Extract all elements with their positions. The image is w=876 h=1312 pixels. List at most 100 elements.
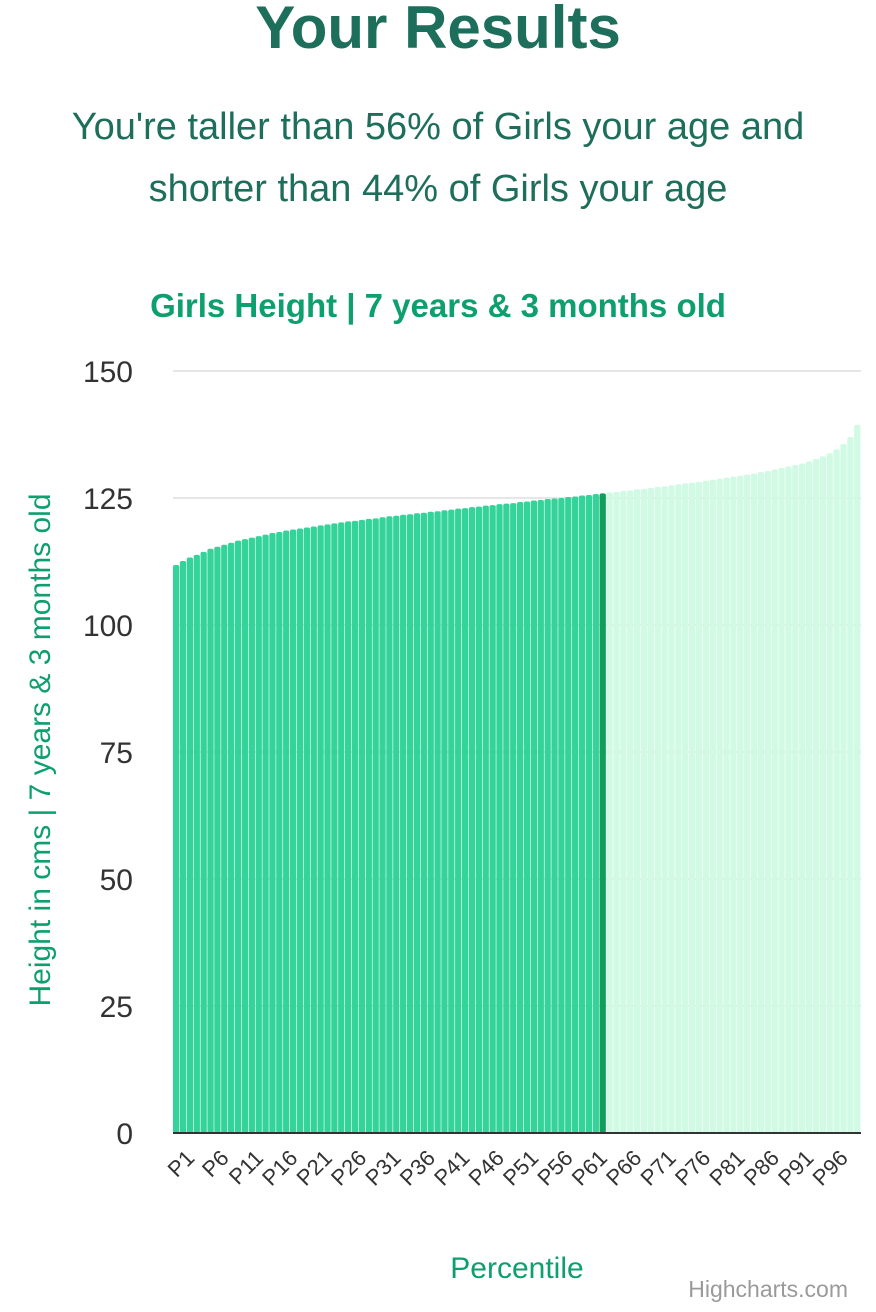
bar-p41[interactable] <box>448 509 455 1133</box>
bar-p36[interactable] <box>413 513 421 1133</box>
bar-p91[interactable] <box>792 464 799 1133</box>
bar-p64[interactable] <box>606 492 613 1133</box>
bar-p75[interactable] <box>682 483 689 1133</box>
bar-p11[interactable] <box>241 539 249 1133</box>
bar-p19[interactable] <box>296 528 304 1133</box>
bar-p32[interactable] <box>386 516 393 1133</box>
bar-p80[interactable] <box>716 478 723 1133</box>
bar-p89[interactable] <box>778 468 785 1133</box>
bar-p28[interactable] <box>358 519 366 1133</box>
bar-p29[interactable] <box>365 518 372 1133</box>
bar-p7[interactable] <box>214 546 221 1133</box>
bar-p13[interactable] <box>255 536 262 1133</box>
bar-p59[interactable] <box>572 496 579 1133</box>
bar-p20[interactable] <box>303 527 310 1133</box>
bar-p61[interactable] <box>585 494 593 1133</box>
bar-p98[interactable] <box>840 444 847 1133</box>
bar-p31[interactable] <box>379 517 386 1133</box>
bar-p49[interactable] <box>503 503 510 1134</box>
bar-p18[interactable] <box>289 529 297 1134</box>
bar-p38[interactable] <box>427 511 434 1134</box>
bar-p3[interactable] <box>186 557 194 1133</box>
bar-p21[interactable] <box>310 526 317 1133</box>
bar-p95[interactable] <box>819 456 826 1134</box>
bar-p46[interactable] <box>482 505 489 1133</box>
bar-p45[interactable] <box>475 506 482 1133</box>
bar-p94[interactable] <box>812 458 820 1133</box>
bar-p1[interactable] <box>173 565 180 1133</box>
bar-p24[interactable] <box>331 523 338 1133</box>
bar-p27[interactable] <box>351 520 359 1133</box>
bar-p66[interactable] <box>620 490 627 1133</box>
bar-p65[interactable] <box>613 491 620 1133</box>
bar-p74[interactable] <box>675 484 682 1133</box>
bar-p42[interactable] <box>455 508 462 1133</box>
bar-p69[interactable] <box>640 488 648 1133</box>
bar-p68[interactable] <box>633 489 641 1133</box>
bar-p6[interactable] <box>207 548 214 1133</box>
bar-p62[interactable] <box>592 493 599 1133</box>
bar-p60[interactable] <box>578 495 586 1133</box>
bar-p56[interactable] <box>551 498 558 1133</box>
bar-p47[interactable] <box>489 505 496 1133</box>
bar-p76[interactable] <box>689 482 696 1133</box>
bar-p81[interactable] <box>723 477 730 1133</box>
bar-p55[interactable] <box>544 499 551 1133</box>
bar-p79[interactable] <box>709 479 716 1133</box>
bar-p54[interactable] <box>537 500 544 1133</box>
bar-p70[interactable] <box>647 487 654 1134</box>
chart-credit[interactable]: Highcharts.com <box>688 1276 848 1302</box>
bar-p82[interactable] <box>730 476 737 1133</box>
bar-p88[interactable] <box>771 469 778 1133</box>
bar-p35[interactable] <box>406 514 414 1133</box>
bar-p90[interactable] <box>785 466 792 1134</box>
bar-p23[interactable] <box>324 524 331 1133</box>
bar-p8[interactable] <box>221 544 228 1133</box>
bar-p14[interactable] <box>262 534 269 1133</box>
bar-p53[interactable] <box>530 500 538 1133</box>
bar-p63[interactable] <box>599 493 606 1133</box>
bar-p30[interactable] <box>372 518 379 1133</box>
bar-p2[interactable] <box>179 560 187 1133</box>
bar-p34[interactable] <box>400 514 407 1133</box>
bar-p39[interactable] <box>434 511 441 1133</box>
bar-p93[interactable] <box>805 461 813 1133</box>
bar-p57[interactable] <box>558 498 565 1133</box>
bar-p86[interactable] <box>757 472 765 1134</box>
bar-p83[interactable] <box>737 475 744 1133</box>
bar-p78[interactable] <box>702 480 710 1133</box>
bar-p71[interactable] <box>654 486 661 1133</box>
bar-p67[interactable] <box>627 490 634 1133</box>
bar-p92[interactable] <box>799 463 806 1133</box>
bar-p52[interactable] <box>523 501 531 1133</box>
bar-p40[interactable] <box>441 510 448 1133</box>
bar-p97[interactable] <box>833 449 840 1133</box>
bar-p50[interactable] <box>510 503 517 1133</box>
bar-p4[interactable] <box>193 554 200 1133</box>
bar-p10[interactable] <box>234 540 242 1133</box>
bar-p16[interactable] <box>276 532 283 1133</box>
bar-p77[interactable] <box>695 481 703 1133</box>
bar-p17[interactable] <box>283 530 290 1133</box>
bar-p5[interactable] <box>200 551 207 1133</box>
bar-p72[interactable] <box>661 486 668 1133</box>
bar-p84[interactable] <box>744 474 751 1133</box>
bar-p51[interactable] <box>517 502 524 1133</box>
bar-p87[interactable] <box>764 471 771 1133</box>
bar-p12[interactable] <box>248 537 255 1133</box>
bar-p99[interactable] <box>847 437 854 1133</box>
bar-p33[interactable] <box>393 515 400 1133</box>
bar-p43[interactable] <box>461 508 469 1133</box>
bar-p22[interactable] <box>317 525 324 1133</box>
bar-p26[interactable] <box>345 521 352 1133</box>
bar-p25[interactable] <box>338 522 345 1133</box>
bar-p73[interactable] <box>668 485 675 1133</box>
bar-p58[interactable] <box>565 496 572 1133</box>
bar-p48[interactable] <box>496 504 503 1134</box>
bar-p37[interactable] <box>420 512 427 1133</box>
bar-p9[interactable] <box>228 542 235 1133</box>
bar-p85[interactable] <box>750 473 758 1133</box>
bar-p96[interactable] <box>826 453 833 1133</box>
bar-p15[interactable] <box>269 533 276 1133</box>
bar-p44[interactable] <box>468 507 476 1133</box>
